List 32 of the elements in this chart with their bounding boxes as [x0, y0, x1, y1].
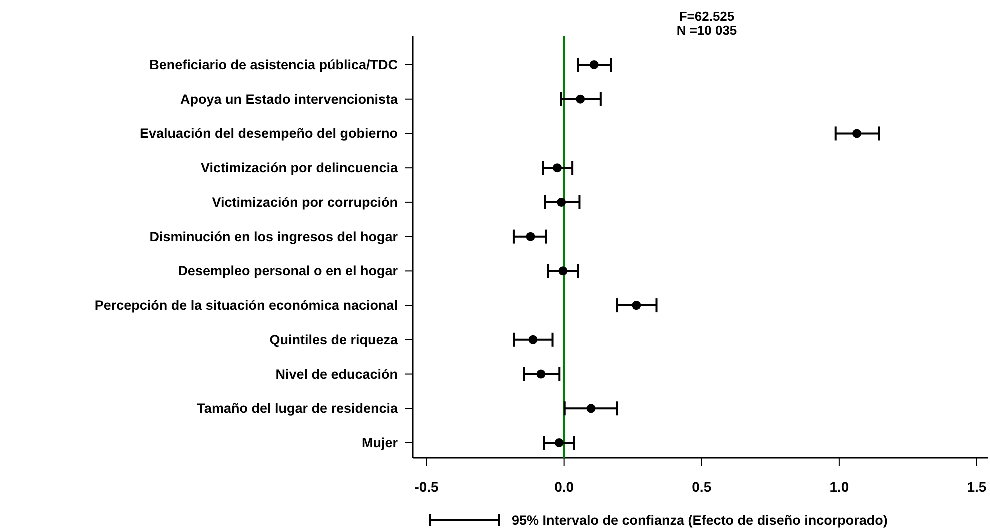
y-tick-label: Nivel de educación: [276, 366, 398, 382]
y-tick-label: Tamaño del lugar de residencia: [197, 401, 398, 416]
point: [558, 266, 568, 276]
point: [528, 335, 538, 344]
text: F=62.525: [679, 9, 735, 24]
point: [632, 301, 642, 310]
y-tick-label: Disminución en los ingresos del hogar: [150, 229, 399, 244]
point: [557, 198, 566, 207]
point: [526, 232, 536, 242]
point: [852, 129, 862, 138]
y-tick-label: Quintiles de riqueza: [270, 332, 398, 348]
y-tick-label: Victimización por corrupción: [212, 194, 398, 210]
y-tick-label: Beneficiario de asistencia pública/TDC: [150, 58, 398, 72]
x-tick-label: -0.5: [414, 479, 440, 495]
point: [552, 164, 562, 173]
y-tick-label: Apoya un Estado intervencionista: [180, 92, 398, 107]
y-tick-label: Evaluación del desempeño del gobierno: [140, 126, 398, 142]
point: [590, 60, 599, 70]
y-tick-label: Victimización por delincuencia: [200, 160, 398, 176]
x-tick-label: 1.5: [967, 479, 987, 495]
point: [554, 438, 564, 448]
annotation: N =10 035: [676, 23, 738, 38]
legend-label: 95% Intervalo de confianza (Efecto de diseño incorporado): [512, 513, 888, 528]
point: [586, 404, 596, 414]
y-tick-label: Percepción de la situación económica nacional: [94, 298, 398, 314]
point: [576, 94, 586, 104]
y-tick-label: Mujer: [362, 436, 399, 450]
point: [536, 370, 546, 379]
y-tick-label: Desempleo personal o en el hogar: [178, 264, 399, 279]
x-tick-label: 0.5: [692, 479, 712, 495]
x-tick-label: 1.0: [830, 479, 850, 495]
x-tick-label: 0.0: [554, 479, 574, 495]
